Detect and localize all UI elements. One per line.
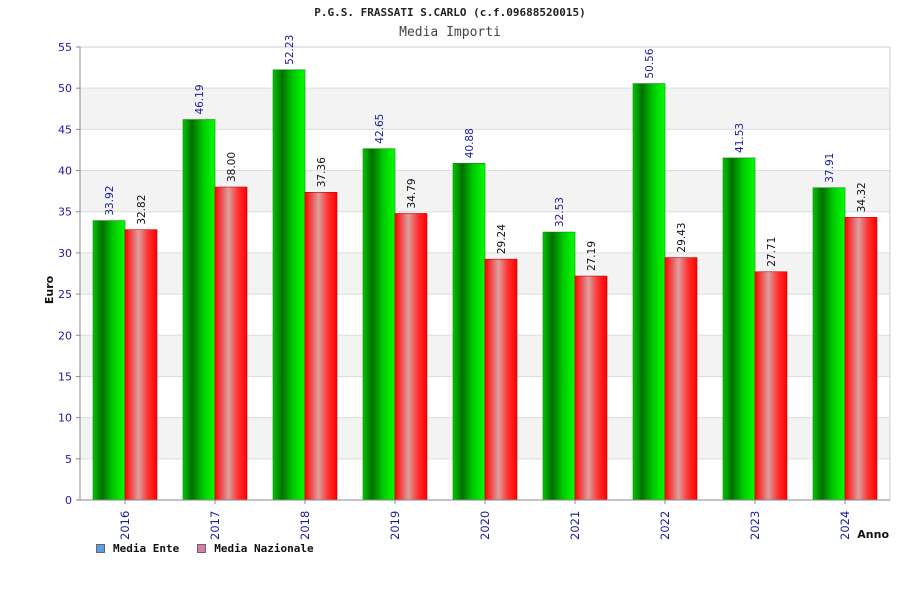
- bar-media-ente-2016: [92, 220, 126, 501]
- bar-media-nazionale-2020: [484, 258, 518, 501]
- value-label-media-ente-2016: 33.92: [104, 186, 116, 216]
- x-tick-label-2017: 2017: [208, 511, 222, 540]
- value-label-media-ente-2018: 52.23: [284, 35, 296, 65]
- bar-media-ente-2019: [362, 148, 396, 501]
- y-axis-label: Euro: [43, 275, 56, 304]
- bar-media-nazionale-2021: [574, 275, 608, 501]
- value-label-media-nazionale-2024: 34.32: [856, 182, 868, 212]
- value-label-media-nazionale-2018: 37.36: [316, 157, 328, 187]
- value-label-media-nazionale-2017: 38.00: [226, 152, 238, 182]
- x-tick-label-2021: 2021: [568, 511, 582, 540]
- legend-label-media-nazionale: Media Nazionale: [214, 542, 314, 555]
- bar-media-nazionale-2018: [304, 191, 338, 501]
- value-label-media-ente-2020: 40.88: [464, 128, 476, 158]
- x-tick-label-2020: 2020: [478, 511, 492, 540]
- value-label-media-nazionale-2021: 27.19: [586, 241, 598, 271]
- chart-subtitle: Media Importi: [399, 25, 501, 40]
- value-label-media-nazionale-2016: 32.82: [136, 195, 148, 225]
- y-tick-label: 50: [58, 82, 72, 95]
- x-tick-label-2018: 2018: [298, 511, 312, 540]
- value-label-media-nazionale-2020: 29.24: [496, 224, 508, 254]
- y-tick-label: 35: [58, 206, 72, 219]
- value-label-media-nazionale-2023: 27.71: [766, 237, 778, 267]
- y-tick-label: 20: [58, 329, 72, 342]
- value-label-media-nazionale-2019: 34.79: [406, 178, 418, 208]
- legend: Media Ente Media Nazionale: [96, 542, 314, 555]
- legend-item-media-nazionale: Media Nazionale: [197, 542, 314, 555]
- bar-media-ente-2021: [542, 231, 576, 501]
- x-tick-label-2022: 2022: [658, 511, 672, 540]
- bar-media-nazionale-2022: [664, 257, 698, 501]
- y-tick-label: 30: [58, 247, 72, 260]
- value-label-media-ente-2021: 32.53: [554, 197, 566, 227]
- bar-media-nazionale-2024: [844, 217, 878, 501]
- y-tick-label: 25: [58, 288, 72, 301]
- x-tick-label-2023: 2023: [748, 511, 762, 540]
- x-tick-label-2016: 2016: [118, 511, 132, 540]
- x-tick-label-2019: 2019: [388, 511, 402, 540]
- chart-title: P.G.S. FRASSATI S.CARLO (c.f.09688520015…: [314, 6, 586, 19]
- y-tick-label: 45: [58, 123, 72, 136]
- y-tick-label: 55: [58, 41, 72, 54]
- x-tick-label-2024: 2024: [838, 511, 852, 540]
- bar-media-nazionale-2023: [754, 271, 788, 501]
- y-tick-label: 5: [65, 453, 72, 466]
- bar-media-nazionale-2019: [394, 213, 428, 501]
- bar-media-ente-2024: [812, 187, 846, 501]
- legend-swatch-media-ente: [96, 544, 105, 553]
- y-tick-label: 0: [65, 494, 72, 507]
- bar-media-nazionale-2017: [214, 186, 248, 501]
- y-tick-label: 10: [58, 412, 72, 425]
- value-label-media-nazionale-2022: 29.43: [676, 223, 688, 253]
- y-tick-label: 15: [58, 370, 72, 383]
- bar-media-ente-2022: [632, 83, 666, 501]
- bar-media-ente-2017: [182, 119, 216, 501]
- legend-item-media-ente: Media Ente: [96, 542, 179, 555]
- bar-media-nazionale-2016: [124, 229, 158, 501]
- bar-media-ente-2018: [272, 69, 306, 501]
- bar-media-ente-2020: [452, 162, 486, 501]
- bar-media-ente-2023: [722, 157, 756, 501]
- legend-label-media-ente: Media Ente: [113, 542, 180, 555]
- value-label-media-ente-2022: 50.56: [644, 48, 656, 78]
- y-tick-label: 40: [58, 165, 72, 178]
- value-label-media-ente-2017: 46.19: [194, 84, 206, 114]
- x-axis-label: Anno: [857, 528, 889, 541]
- legend-swatch-media-nazionale: [197, 544, 207, 553]
- value-label-media-ente-2024: 37.91: [824, 153, 836, 183]
- value-label-media-ente-2023: 41.53: [734, 123, 746, 153]
- value-label-media-ente-2019: 42.65: [374, 114, 386, 144]
